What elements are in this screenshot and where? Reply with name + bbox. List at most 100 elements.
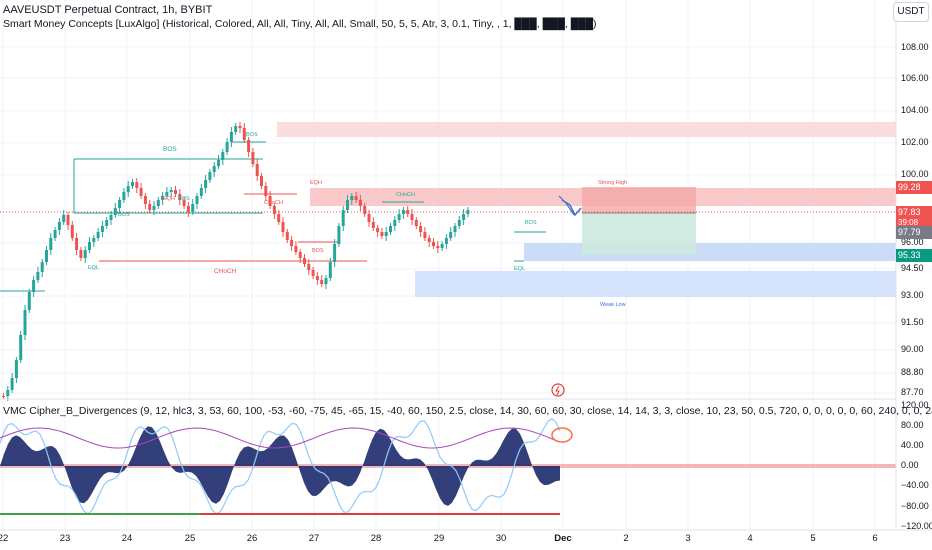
candle-body	[320, 280, 324, 284]
candle-body	[363, 206, 367, 214]
price-tick: 88.80	[901, 367, 924, 377]
candle-body	[204, 180, 208, 188]
candle-body	[281, 222, 285, 232]
gray-level-label: 97.79	[896, 226, 932, 239]
candle-body	[199, 188, 203, 196]
supply-zone-upper	[277, 122, 896, 137]
stop-zone	[582, 213, 696, 255]
candle-body	[251, 152, 255, 164]
demand-zone-2	[415, 271, 896, 297]
osc-tick: −120.00	[901, 521, 932, 531]
candle-body	[384, 232, 388, 236]
candle-body	[350, 196, 354, 200]
candle-body	[70, 225, 74, 238]
eql-label: EQL	[514, 266, 526, 272]
candle-body	[453, 226, 457, 232]
candle-body	[217, 160, 220, 166]
choch-label: CHoCH	[264, 200, 283, 206]
candle-body	[285, 232, 289, 240]
candle-body	[143, 196, 147, 204]
bos-label: BOS	[163, 146, 177, 153]
time-tick: 5	[810, 533, 816, 544]
candle-body	[436, 246, 440, 248]
candle-body	[57, 222, 61, 230]
time-tick: 22	[0, 533, 9, 544]
smc-zones	[277, 122, 896, 297]
price-tick: 104.00	[901, 105, 929, 115]
time-tick: 24	[121, 533, 133, 544]
candle-body	[247, 140, 251, 152]
bos-label: BOS	[312, 248, 324, 254]
candle-body	[92, 238, 96, 242]
candle-body	[135, 182, 139, 188]
candle-body	[389, 226, 392, 232]
candle-body	[6, 390, 10, 396]
price-tick: 93.00	[901, 290, 924, 300]
grid	[0, 0, 896, 530]
candle-body	[423, 232, 427, 238]
candle-body	[83, 250, 87, 258]
wave-area	[0, 426, 560, 506]
candle-body	[449, 232, 453, 238]
time-tick: 30	[495, 533, 507, 544]
candle-body	[27, 292, 31, 310]
bos-label: BOS	[525, 220, 537, 226]
wave-line	[0, 418, 561, 515]
candle-body	[23, 310, 27, 335]
candle-body	[118, 200, 122, 208]
time-tick: 6	[872, 533, 878, 544]
candle-body	[36, 272, 40, 280]
price-tick: 90.00	[901, 344, 924, 354]
candle-body	[432, 242, 435, 246]
strong-high-label: Strong High	[598, 180, 628, 186]
candle-body	[328, 262, 332, 278]
time-tick: 26	[246, 533, 258, 544]
candle-body	[178, 194, 182, 200]
price-tick: 91.50	[901, 317, 924, 327]
currency-button[interactable]: USDT	[893, 2, 929, 22]
candle-body	[341, 210, 345, 226]
osc-tick: 80.00	[901, 420, 924, 430]
candle-body	[182, 200, 186, 206]
candle-body	[333, 244, 337, 262]
candle-body	[260, 176, 263, 186]
osc-tick: 0.00	[901, 460, 919, 470]
candle-body	[113, 208, 117, 215]
candle-body	[174, 190, 177, 194]
candle-body	[62, 215, 66, 222]
candle-body	[277, 214, 281, 222]
osc-tick: 120.00	[901, 400, 929, 410]
bos-label: BOS	[246, 132, 258, 138]
candle-body	[315, 276, 319, 280]
candle-body	[311, 270, 315, 276]
red-level-label: 99.28	[896, 181, 932, 194]
candle-body	[410, 214, 414, 220]
candle-body	[290, 240, 294, 246]
candle-body	[126, 186, 130, 192]
price-tick: 102.00	[901, 137, 929, 147]
candle-body	[380, 232, 384, 236]
price-tick: 94.50	[901, 263, 924, 273]
candle-body	[75, 238, 79, 250]
price-tick: 100.00	[901, 169, 929, 179]
candle-body	[105, 220, 109, 226]
smc-indicator-legend[interactable]: Smart Money Concepts [LuxAlgo] (Historic…	[3, 18, 597, 30]
time-tick: 3	[685, 533, 691, 544]
candle-body	[346, 200, 349, 210]
time-tick: Dec	[554, 533, 572, 544]
symbol-title[interactable]: AAVEUSDT Perpetual Contract, 1h, BYBIT	[3, 4, 213, 16]
candle-body	[457, 220, 461, 226]
vmc-indicator-legend[interactable]: VMC Cipher_B_Divergences (9, 12, hlc3, 3…	[3, 405, 932, 417]
oscillator-pane	[0, 418, 896, 515]
time-tick: 25	[184, 533, 196, 544]
candle-body	[186, 206, 190, 212]
candle-body	[212, 166, 216, 172]
candle-body	[294, 246, 298, 252]
candle-body	[358, 200, 362, 206]
candle-body	[272, 206, 276, 214]
highlight-circle	[551, 427, 573, 443]
choch-label: CHoCH	[214, 268, 237, 275]
candle-body	[225, 142, 229, 152]
candle-body	[45, 250, 48, 262]
